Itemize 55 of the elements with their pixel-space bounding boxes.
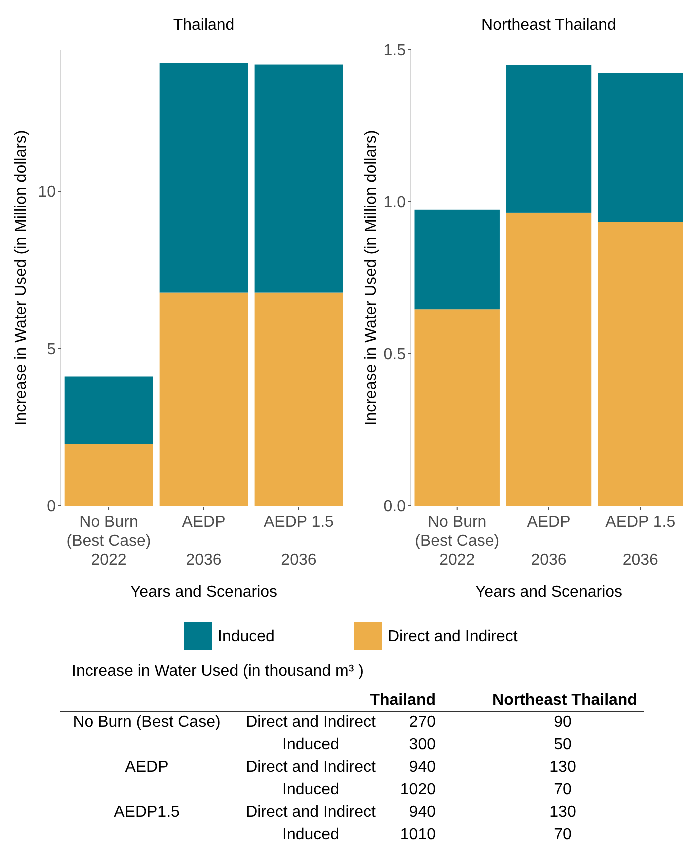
chart-title: Increase in Water Used (in thousand m³ ) [72, 663, 364, 680]
legend-label: Induced [218, 628, 275, 646]
bar [254, 292, 344, 506]
y-tick-label: AEDP [125, 759, 169, 776]
category-label: AEDP 1.5 2036 [606, 514, 676, 569]
data-label: 70 [554, 782, 572, 798]
y2-tick-label: Induced [282, 826, 340, 844]
x-tick-label: No Burn (Best Case) 2022 [66, 514, 152, 569]
bar [506, 66, 592, 213]
y2-tick-label: Direct and Indirect [246, 714, 376, 731]
chart-title: Thailand [173, 17, 235, 34]
y-tick-label: 1.0 [384, 194, 406, 212]
data-label: 70 [554, 826, 572, 844]
data-label: 90 [554, 714, 572, 731]
data-label: 270 [409, 714, 436, 731]
bar [414, 310, 500, 506]
category-label: AEDP 1.5 2036 [264, 514, 334, 569]
y-tick-label: 0 [47, 498, 56, 516]
bar [160, 63, 248, 293]
y2-tick-label: Direct and Indirect [246, 804, 376, 821]
data-label: 1020 [400, 782, 436, 798]
category-label: AEDP 2036 [182, 514, 226, 569]
bar [598, 222, 684, 506]
data-label: 940 [409, 759, 436, 776]
y-tick-label: 0.5 [384, 346, 406, 364]
y-tick-label: No Burn (Best Case) [73, 714, 221, 731]
data-label: 130 [550, 804, 576, 821]
data-label: 50 [554, 736, 572, 754]
x-tick-label: No Burn (Best Case) 2022 [415, 514, 500, 569]
x-axis-title: Years and Scenarios [130, 584, 278, 601]
data-label: 300 [409, 736, 436, 754]
bar [160, 292, 248, 506]
y-tick-label: 10 [38, 184, 56, 202]
y-axis-title: Increase in Water Used (in Million dollars) [363, 130, 380, 426]
bar [506, 212, 592, 506]
bar [64, 444, 154, 506]
x-axis-title: Years and Scenarios [475, 584, 623, 601]
bar [64, 376, 154, 444]
chart-title: Northeast Thailand [482, 17, 616, 34]
bar [254, 64, 344, 293]
data-label: 940 [409, 804, 436, 821]
y-tick-label: 0.0 [384, 498, 406, 516]
y-tick-label: AEDP1.5 [114, 804, 180, 821]
bar [598, 73, 684, 222]
y-tick-label: 1.5 [384, 42, 406, 60]
y2-tick-label: Induced [282, 736, 340, 754]
data-label: 130 [550, 759, 576, 776]
y-tick-label: 5 [47, 341, 56, 358]
y2-tick-label: Induced [282, 782, 340, 798]
y-axis-title: Increase in Water Used (in Million dollars) [13, 130, 30, 426]
data-label: 1010 [400, 826, 436, 844]
legend-label: Direct and Indirect [388, 628, 518, 646]
category-label: AEDP 2036 [527, 514, 571, 569]
bar [414, 210, 500, 310]
y2-tick-label: Direct and Indirect [246, 759, 376, 776]
